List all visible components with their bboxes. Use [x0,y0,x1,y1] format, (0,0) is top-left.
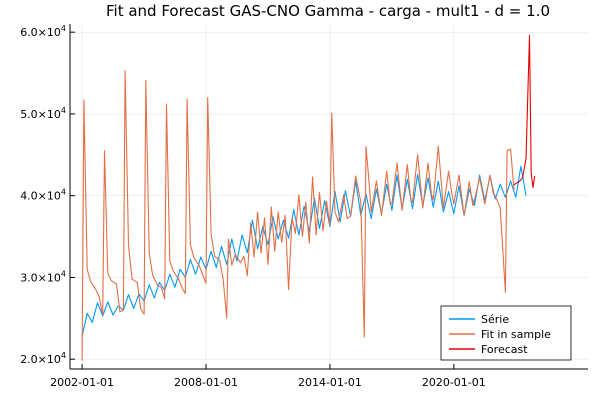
grid-lines [70,24,588,369]
y-tick-label-2: 4.0×104 [20,188,66,203]
x-tick-label-1: 2008-01-01 [174,376,238,389]
legend-box [440,305,572,361]
x-tick-label-2: 2014-01-01 [298,376,362,389]
legend: Série Fit in sample Forecast [440,305,572,361]
legend-label-1: Fit in sample [481,328,551,341]
y-tick-label-1: 3.0×104 [20,269,66,284]
y-tick-label-4: 6.0×104 [20,24,66,39]
y-tick-label-0: 2.0×104 [20,351,66,366]
x-tick-label-3: 2020-01-01 [422,376,486,389]
legend-label-0: Série [481,313,509,326]
axes [69,24,588,370]
tick-labels: 2002-01-01 2008-01-01 2014-01-01 2020-01-01… [20,24,486,389]
series-line-0 [81,165,527,337]
x-tick-label-0: 2002-01-01 [50,376,114,389]
chart-title: Fit and Forecast GAS-CNO Gamma - carga -… [106,2,550,20]
legend-label-2: Forecast [481,343,528,356]
series-layer [81,34,536,361]
y-tick-label-3: 5.0×104 [20,106,66,121]
series-line-2 [513,34,536,189]
series-line-1 [81,70,515,361]
